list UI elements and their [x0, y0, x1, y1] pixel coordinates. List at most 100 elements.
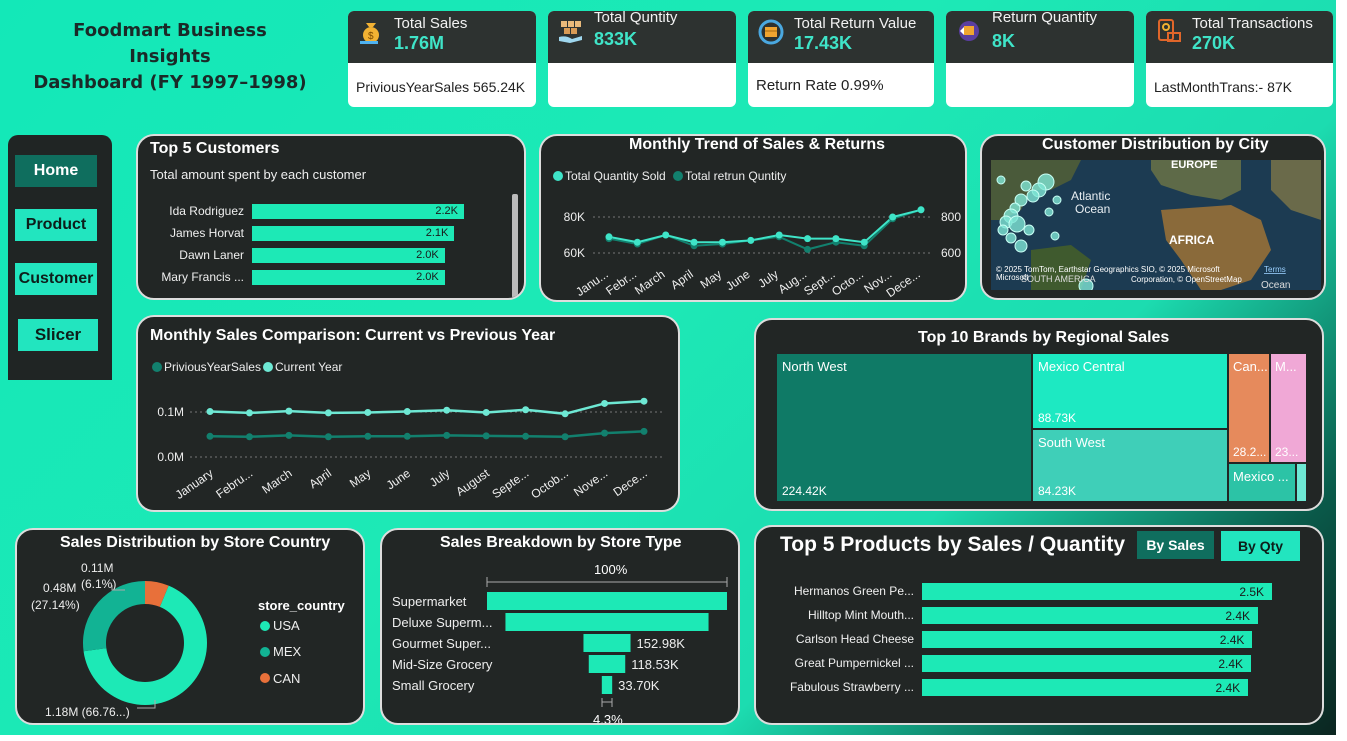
funnel-bar[interactable] — [583, 634, 631, 652]
x-tick-label: January — [173, 466, 216, 502]
by-sales-button[interactable]: By Sales — [1137, 531, 1214, 559]
data-point-sold[interactable] — [860, 238, 868, 246]
data-point-current[interactable] — [403, 408, 411, 416]
data-point-sold[interactable] — [889, 213, 897, 221]
nav-customer-button[interactable]: Customer — [15, 263, 97, 295]
product-bar[interactable]: 2.4K — [922, 607, 1258, 624]
data-point-current[interactable] — [561, 410, 569, 418]
product-bar[interactable]: 2.4K — [922, 631, 1253, 648]
y-tick: 0.0M — [157, 450, 184, 464]
dashboard-title: Foodmart Business Insights Dashboard (FY… — [30, 18, 310, 96]
customer-bar[interactable]: 2.0K — [252, 270, 445, 285]
map-copyright: © 2025 TomTom, Earthstar Geographics SIO… — [996, 265, 1221, 274]
tile-value: 28.2... — [1233, 445, 1267, 459]
kpi-value: 270K — [1192, 33, 1236, 53]
data-point-sold[interactable] — [747, 236, 755, 244]
treemap-tile-mexico[interactable]: Mexico ... — [1229, 464, 1295, 501]
data-point-previous[interactable] — [285, 431, 293, 439]
donut-slice-mex[interactable] — [83, 581, 145, 652]
customer-bar[interactable]: 2.1K — [252, 226, 455, 241]
map-label-atlantic: Atlantic — [1071, 189, 1110, 203]
by-qty-button[interactable]: By Qty — [1221, 531, 1300, 561]
data-point-current[interactable] — [601, 399, 609, 407]
scrollbar[interactable] — [512, 194, 518, 298]
data-point-previous[interactable] — [640, 427, 648, 435]
data-point-current[interactable] — [640, 397, 648, 405]
map-terms-link[interactable]: Terms — [1264, 265, 1286, 274]
svg-text:$: $ — [368, 31, 374, 42]
donut-slice-usa[interactable] — [83, 585, 207, 705]
data-point-current[interactable] — [443, 406, 451, 414]
data-point-previous[interactable] — [601, 429, 609, 437]
panel-title: Sales Breakdown by Store Type — [440, 534, 682, 551]
data-point-sold[interactable] — [804, 235, 812, 243]
data-point-sold[interactable] — [690, 238, 698, 246]
data-point-previous[interactable] — [443, 431, 451, 439]
data-point-current[interactable] — [522, 406, 530, 414]
customer-bar[interactable]: 2.2K — [252, 204, 464, 219]
nav-home-button[interactable]: Home — [15, 155, 97, 187]
data-point-sold[interactable] — [633, 238, 641, 246]
data-point-sold[interactable] — [605, 233, 613, 241]
series-line-returns — [608, 208, 922, 251]
city-map[interactable]: EUROPE Atlantic Ocean AFRICA SOUTH AMERI… — [991, 160, 1321, 290]
x-tick-label: Janu... — [573, 267, 611, 299]
map-label-ocean: Ocean — [1075, 202, 1110, 216]
kpi-card-total-quantity[interactable]: Total Quntity 833K — [548, 11, 736, 107]
product-value: 2.4K — [1215, 681, 1241, 695]
data-point-returns[interactable] — [804, 245, 812, 253]
nav-product-button[interactable]: Product — [15, 209, 97, 241]
data-point-current[interactable] — [285, 407, 293, 415]
donut-slice-can[interactable] — [145, 581, 169, 607]
data-point-current[interactable] — [324, 409, 332, 417]
kpi-card-total-sales[interactable]: $ Total Sales 1.76M PriviousYearSales 56… — [348, 11, 536, 107]
treemap-tile-north-west[interactable]: North West 224.42K — [777, 354, 1031, 501]
product-bar[interactable]: 2.4K — [922, 655, 1251, 672]
data-point-previous[interactable] — [522, 432, 530, 440]
tile-label: South West — [1038, 435, 1105, 450]
funnel-bar[interactable] — [487, 592, 727, 610]
data-point-current[interactable] — [206, 408, 214, 416]
funnel-bar[interactable] — [588, 655, 626, 673]
donut-label-mex: 0.48M — [43, 581, 76, 595]
data-point-previous[interactable] — [403, 432, 411, 440]
customer-bar[interactable]: 2.0K — [252, 248, 445, 263]
data-point-current[interactable] — [364, 408, 372, 416]
treemap-tile-small[interactable] — [1297, 464, 1306, 501]
data-point-sold[interactable] — [718, 238, 726, 246]
product-name: Great Pumpernickel ... — [794, 656, 914, 670]
treemap-tile-mexico-central[interactable]: Mexico Central 88.73K — [1033, 354, 1227, 428]
kpi-card-total-return-value[interactable]: Total Return Value 17.43K Return Rate 0.… — [748, 11, 934, 107]
data-point-previous[interactable] — [206, 432, 214, 440]
data-point-previous[interactable] — [324, 433, 332, 441]
kpi-label: Total Return Value — [794, 15, 917, 32]
product-bar[interactable]: 2.5K — [922, 583, 1272, 600]
y-tick-left: 60K — [564, 246, 585, 260]
data-point-previous[interactable] — [482, 432, 490, 440]
panel-title: Monthly Sales Comparison: Current vs Pre… — [150, 327, 556, 344]
data-point-previous[interactable] — [364, 432, 372, 440]
data-point-sold[interactable] — [662, 231, 670, 239]
funnel-bar[interactable] — [601, 676, 613, 694]
kpi-card-total-transactions[interactable]: Total Transactions 270K LastMonthTrans:-… — [1146, 11, 1333, 107]
product-bar[interactable]: 2.4K — [922, 679, 1249, 696]
sales-comparison-panel: Monthly Sales Comparison: Current vs Pre… — [136, 315, 680, 512]
nav-slicer-button[interactable]: Slicer — [18, 319, 98, 351]
customer-value: 2.0K — [416, 249, 439, 261]
customer-name: Dawn Laner — [179, 248, 244, 262]
treemap-tile-m[interactable]: M... 23... — [1271, 354, 1306, 462]
treemap-tile-can[interactable]: Can... 28.2... — [1229, 354, 1269, 462]
data-point-sold[interactable] — [775, 231, 783, 239]
data-point-current[interactable] — [245, 409, 253, 417]
tile-value: 23... — [1275, 445, 1299, 459]
data-point-sold[interactable] — [917, 206, 925, 214]
funnel-bar[interactable] — [505, 613, 709, 631]
data-point-current[interactable] — [482, 408, 490, 416]
data-point-previous[interactable] — [561, 433, 569, 441]
treemap-tile-south-west[interactable]: South West 84.23K — [1033, 430, 1227, 501]
data-point-previous[interactable] — [245, 433, 253, 441]
kpi-card-return-quantity[interactable]: Return Quantity 8K — [946, 11, 1134, 107]
top-customers-panel: Top 5 Customers Total amount spent by ea… — [136, 134, 526, 300]
x-tick-label: Septe... — [489, 466, 531, 501]
data-point-sold[interactable] — [832, 235, 840, 243]
